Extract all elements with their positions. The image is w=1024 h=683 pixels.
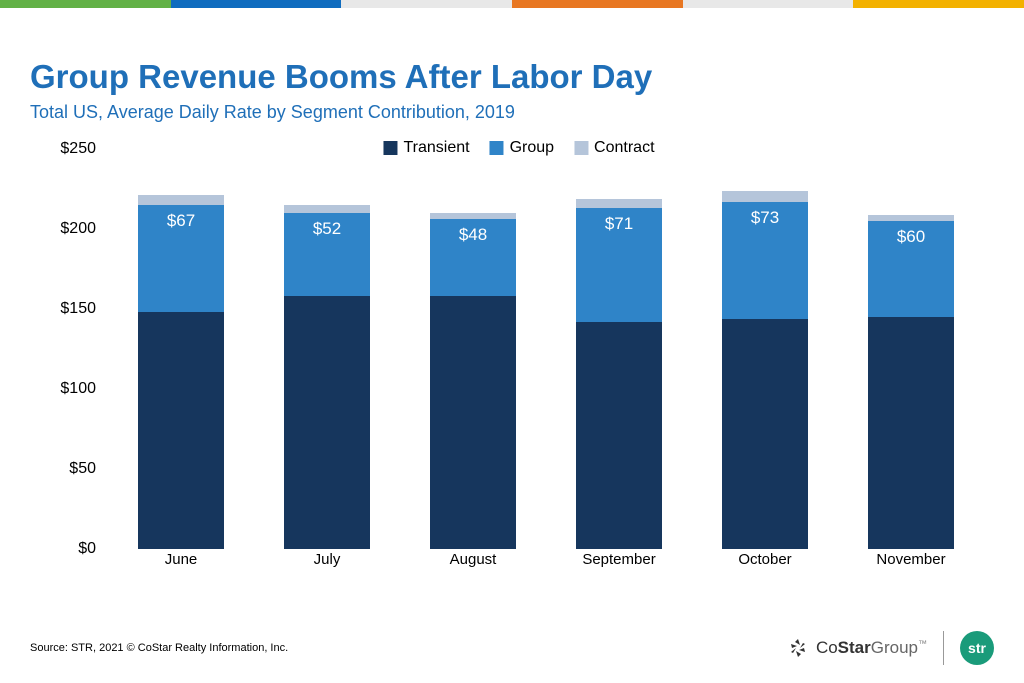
- bar-value-label: $52: [284, 219, 370, 239]
- logos: CoStarGroup™ str: [786, 631, 994, 665]
- y-axis: $0 $50 $100 $150 $200 $250: [44, 139, 104, 579]
- y-tick-label: $150: [60, 300, 96, 318]
- bar-value-label: $71: [576, 214, 662, 234]
- bar-segment-transient: [430, 296, 516, 549]
- y-tick-label: $250: [60, 140, 96, 158]
- y-tick-label: $100: [60, 380, 96, 398]
- y-tick-label: $0: [78, 540, 96, 558]
- x-tick-label: September: [546, 551, 692, 568]
- bar-segment-contract: [722, 191, 808, 202]
- bar-segment-contract: [576, 199, 662, 209]
- logo-divider: [943, 631, 944, 665]
- top-stripe: [0, 0, 1024, 8]
- bar-segment-contract: [868, 215, 954, 221]
- bar-segment-transient: [868, 317, 954, 549]
- bar-segment-transient: [722, 319, 808, 549]
- x-tick-label: August: [400, 551, 546, 568]
- bar-value-label: $73: [722, 208, 808, 228]
- x-tick-label: October: [692, 551, 838, 568]
- chart-title: Group Revenue Booms After Labor Day: [30, 58, 994, 96]
- costar-text-group: Group: [871, 638, 918, 657]
- x-tick-label: July: [254, 551, 400, 568]
- footer: Source: STR, 2021 © CoStar Realty Inform…: [30, 631, 994, 665]
- costar-text-star: Star: [838, 638, 871, 657]
- y-tick-label: $200: [60, 220, 96, 238]
- bar-segment-contract: [284, 205, 370, 213]
- plot-area: $67 $52 $48 $71 $73 $60: [108, 149, 984, 549]
- bar-segment-transient: [284, 296, 370, 549]
- x-tick-label: November: [838, 551, 984, 568]
- bars-container: $67 $52 $48 $71 $73 $60: [108, 149, 984, 549]
- x-axis-labels: JuneJulyAugustSeptemberOctoberNovember: [108, 551, 984, 579]
- chart-subtitle: Total US, Average Daily Rate by Segment …: [30, 102, 994, 123]
- bar-segment-contract: [138, 195, 224, 205]
- chart-area: TransientGroupContract $0$50$100$150$200…: [44, 139, 994, 579]
- costar-icon: [786, 636, 810, 660]
- costar-text-co: Co: [816, 638, 838, 657]
- x-tick-label: June: [108, 551, 254, 568]
- str-logo: str: [960, 631, 994, 665]
- bar-value-label: $67: [138, 211, 224, 231]
- bar-value-label: $60: [868, 227, 954, 247]
- source-text: Source: STR, 2021 © CoStar Realty Inform…: [30, 642, 288, 654]
- bar-segment-transient: [576, 322, 662, 549]
- costar-logo: CoStarGroup™: [786, 636, 927, 660]
- bar-value-label: $48: [430, 225, 516, 245]
- bar-segment-transient: [138, 312, 224, 549]
- bar-segment-contract: [430, 213, 516, 219]
- y-tick-label: $50: [69, 460, 96, 478]
